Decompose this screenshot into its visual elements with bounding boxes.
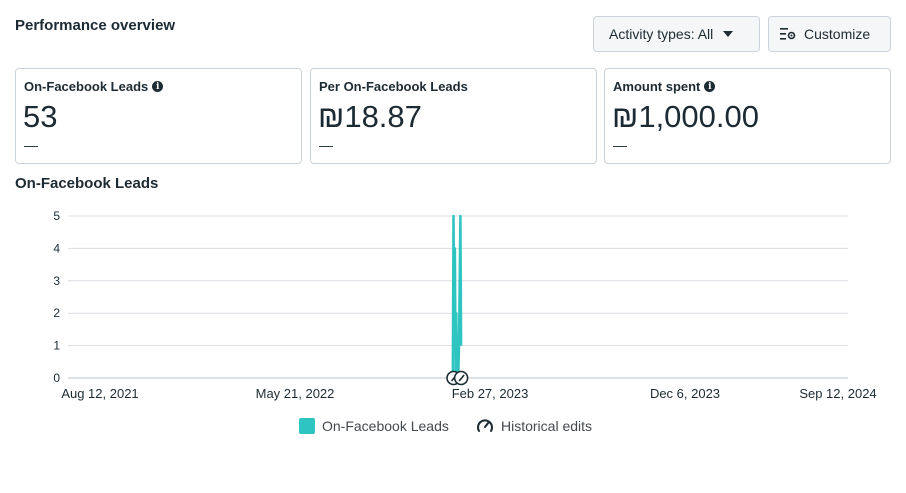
metric-delta: — xyxy=(613,137,627,153)
metric-value: 53 xyxy=(23,99,58,134)
x-tick-label: Feb 27, 2023 xyxy=(452,386,529,401)
customize-label: Customize xyxy=(804,26,871,42)
y-tick-label: 0 xyxy=(53,371,60,385)
x-tick-label: Dec 6, 2023 xyxy=(650,386,720,401)
metric-label: Amount spent xyxy=(613,79,701,94)
legend-label-leads: On-Facebook Leads xyxy=(322,418,449,434)
metric-value: ₪18.87 xyxy=(318,99,422,134)
metric-label: On-Facebook Leads xyxy=(24,79,149,94)
customize-button[interactable]: Customize xyxy=(768,16,891,52)
settings-list-icon xyxy=(780,28,796,40)
y-tick-label: 5 xyxy=(53,209,60,223)
metric-delta: — xyxy=(24,137,38,153)
metric-label-row: Amount spent i xyxy=(613,79,716,94)
metric-card-amount-spent[interactable]: Amount spent i ₪1,000.00 — xyxy=(604,68,891,164)
info-icon[interactable]: i xyxy=(152,81,164,92)
caret-down-icon xyxy=(723,31,734,37)
legend-label-edits: Historical edits xyxy=(501,418,593,434)
leads-line-chart: 0 1 2 3 4 5 Aug 12, 2021 May 21, 2022 Feb 27, 20… xyxy=(53,209,876,401)
legend-swatch-leads xyxy=(299,418,315,434)
metric-delta: — xyxy=(319,137,333,153)
chart-title: On-Facebook Leads xyxy=(15,175,159,192)
historical-edit-needle xyxy=(458,374,465,382)
info-icon[interactable]: i xyxy=(704,81,716,92)
activity-types-dropdown[interactable]: Activity types: All xyxy=(593,16,760,52)
legend-item-leads[interactable]: On-Facebook Leads xyxy=(299,418,449,434)
metric-card-cost-per-lead[interactable]: Per On-Facebook Leads ₪18.87 — xyxy=(310,68,597,164)
x-tick-label: May 21, 2022 xyxy=(256,386,335,401)
x-tick-label: Sep 12, 2024 xyxy=(799,386,876,401)
metric-label-row: Per On-Facebook Leads xyxy=(319,79,468,94)
x-tick-label: Aug 12, 2021 xyxy=(61,386,138,401)
y-tick-label: 1 xyxy=(53,339,60,353)
legend-item-historical-edits[interactable]: Historical edits xyxy=(476,418,592,434)
metric-card-leads[interactable]: On-Facebook Leads i 53 — xyxy=(15,68,302,164)
metric-label: Per On-Facebook Leads xyxy=(319,79,468,94)
page-title: Performance overview xyxy=(15,17,176,34)
series-line-leads xyxy=(451,214,463,380)
y-tick-label: 3 xyxy=(53,274,60,288)
y-tick-label: 2 xyxy=(53,306,60,320)
gauge-icon xyxy=(477,419,493,432)
metric-value: ₪1,000.00 xyxy=(612,99,759,134)
metric-label-row: On-Facebook Leads i xyxy=(24,79,164,94)
y-tick-label: 4 xyxy=(53,241,60,255)
activity-types-label: Activity types: All xyxy=(609,26,714,42)
